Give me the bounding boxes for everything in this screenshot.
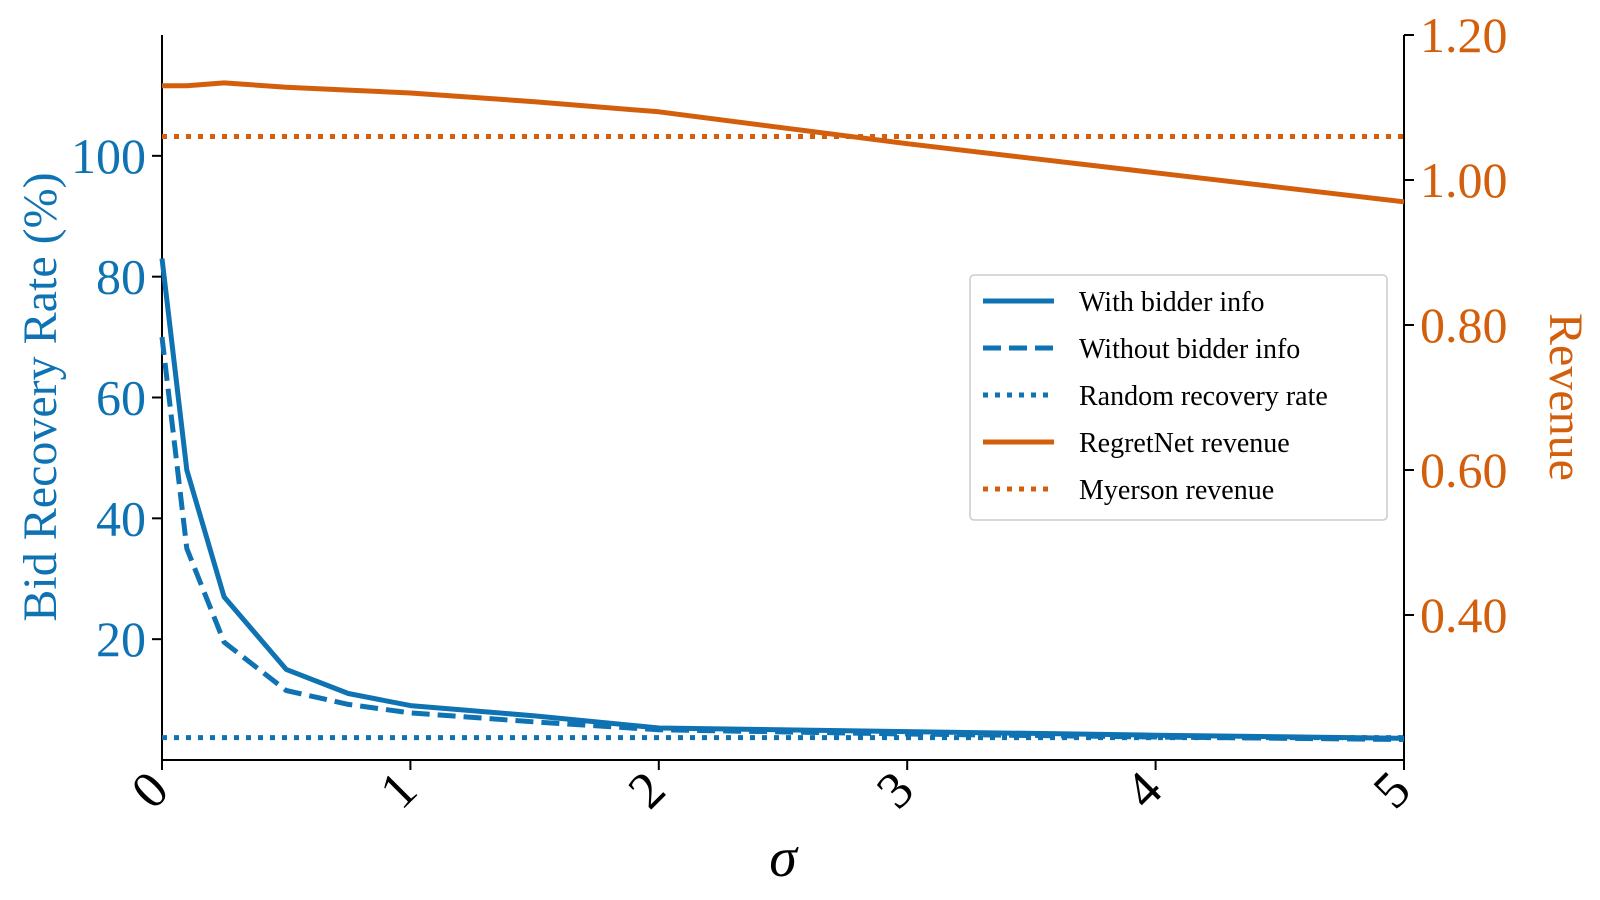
y-right-ticks: 0.40 0.60 0.80 1.00 1.20: [1404, 7, 1508, 643]
x-tick-label: 3: [866, 761, 925, 820]
legend-item-regretnet-revenue: RegretNet revenue: [983, 428, 1290, 459]
y-left-ticks: 20 40 60 80 100: [71, 128, 162, 667]
y-right-tick-label: 1.20: [1420, 7, 1508, 63]
y-left-tick-label: 100: [71, 128, 146, 184]
y-right-tick-label: 1.00: [1420, 152, 1508, 208]
x-tick-label: 1: [369, 761, 428, 820]
legend-item-with-bidder-info: With bidder info: [983, 287, 1265, 318]
legend-label-random-recovery-rate: Random recovery rate: [1079, 381, 1328, 412]
x-tick-label: 2: [618, 761, 677, 820]
x-ticks: 0 1 2 3 4 5: [121, 760, 1422, 820]
legend-box: [969, 274, 1388, 521]
x-tick-label: 4: [1115, 761, 1174, 820]
y-right-tick-label: 0.60: [1420, 442, 1508, 498]
series-line-without-bidder-info: [159, 336, 1405, 742]
legend-item-myerson-revenue: Myerson revenue: [983, 475, 1274, 506]
legend: With bidder info Without bidder info Ran…: [969, 274, 1388, 521]
y-left-tick-label: 80: [96, 249, 146, 305]
legend-label-regretnet-revenue: RegretNet revenue: [1079, 428, 1290, 459]
y-left-tick-label: 20: [96, 611, 146, 667]
y-right-tick-label: 0.40: [1420, 587, 1508, 643]
legend-item-without-bidder-info: Without bidder info: [983, 334, 1300, 365]
y-right-tick-label: 0.80: [1420, 297, 1508, 353]
legend-label-without-bidder-info: Without bidder info: [1079, 334, 1300, 365]
series-line-regretnet-revenue: [162, 80, 1405, 205]
legend-label-myerson-revenue: Myerson revenue: [1079, 475, 1274, 506]
y-left-tick-label: 40: [96, 490, 146, 546]
y-right-axis-label: Revenue: [1539, 313, 1592, 481]
x-axis-label: σ: [769, 827, 799, 889]
y-left-axis-label: Bid Recovery Rate (%): [14, 172, 67, 621]
x-tick-label: 0: [121, 761, 180, 820]
series-lines: [159, 80, 1405, 742]
legend-label-with-bidder-info: With bidder info: [1079, 287, 1265, 318]
y-left-tick-label: 60: [96, 370, 146, 426]
legend-item-random-recovery-rate: Random recovery rate: [983, 381, 1328, 412]
x-tick-label: 5: [1363, 761, 1422, 820]
